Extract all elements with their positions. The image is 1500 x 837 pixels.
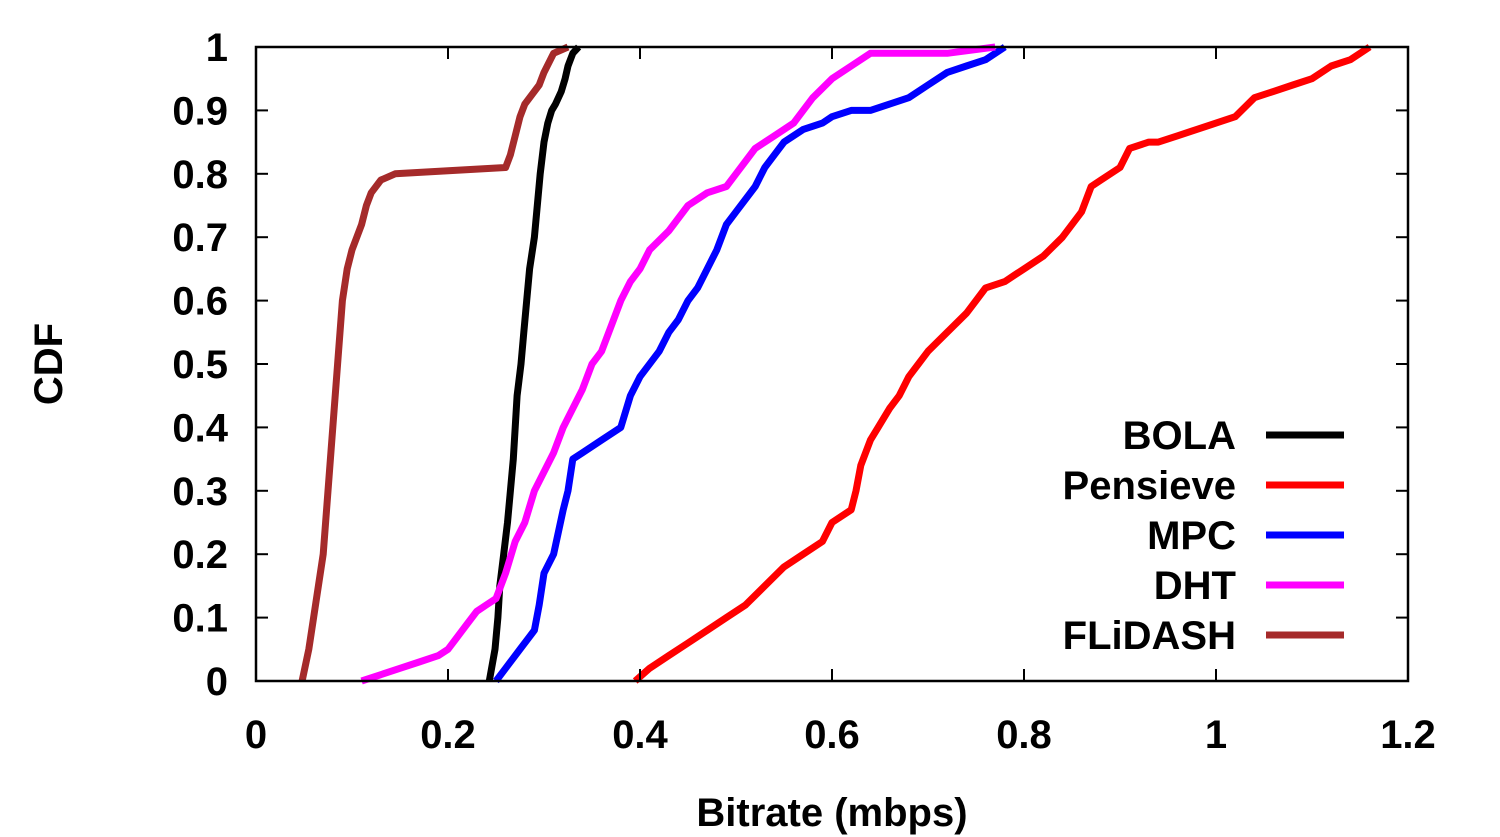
series-line-dht bbox=[360, 43, 996, 685]
series-line-pensieve bbox=[632, 44, 1372, 684]
y-tick-label: 0.9 bbox=[172, 89, 228, 133]
x-tick-label: 0.4 bbox=[612, 713, 668, 757]
x-tick-label: 0.2 bbox=[420, 713, 476, 757]
x-tick-label: 0 bbox=[245, 713, 267, 757]
ticks-layer: 0 0.2 0.4 0.6 0.8 1 1.2 0 0.1 0.2 0.3 0.4 0.5 0.6 0.7 0… bbox=[172, 26, 1435, 757]
y-tick-label: 1 bbox=[206, 26, 228, 70]
y-tick-label: 0.1 bbox=[172, 597, 228, 641]
y-tick-label: 0.5 bbox=[172, 343, 228, 387]
legend-label-bola: BOLA bbox=[1123, 414, 1236, 458]
x-tick-label: 1.2 bbox=[1380, 713, 1436, 757]
series-line-mpc bbox=[493, 44, 1007, 684]
legend: BOLA Pensieve MPC DHT FLiDASH bbox=[1063, 414, 1344, 658]
y-tick-label: 0.2 bbox=[172, 533, 228, 577]
legend-label-pensieve: Pensieve bbox=[1063, 464, 1236, 508]
x-tick-label: 0.6 bbox=[804, 713, 860, 757]
x-tick-label: 0.8 bbox=[996, 713, 1052, 757]
legend-label-mpc: MPC bbox=[1147, 514, 1236, 558]
y-tick-label: 0.4 bbox=[172, 406, 228, 450]
y-tick-label: 0.8 bbox=[172, 153, 228, 197]
legend-label-flidash: FLiDASH bbox=[1063, 614, 1236, 658]
series-layer bbox=[298, 43, 1372, 685]
x-axis-title: Bitrate (mbps) bbox=[696, 791, 967, 835]
y-tick-label: 0 bbox=[206, 660, 228, 704]
y-axis-title: CDF bbox=[27, 323, 71, 405]
series-line-flidash bbox=[298, 43, 570, 682]
y-tick-label: 0.6 bbox=[172, 280, 228, 324]
y-tick-label: 0.7 bbox=[172, 216, 228, 260]
legend-label-dht: DHT bbox=[1154, 564, 1236, 608]
x-tick-label: 1 bbox=[1205, 713, 1227, 757]
series-line-bola bbox=[485, 44, 582, 682]
y-tick-label: 0.3 bbox=[172, 470, 228, 514]
